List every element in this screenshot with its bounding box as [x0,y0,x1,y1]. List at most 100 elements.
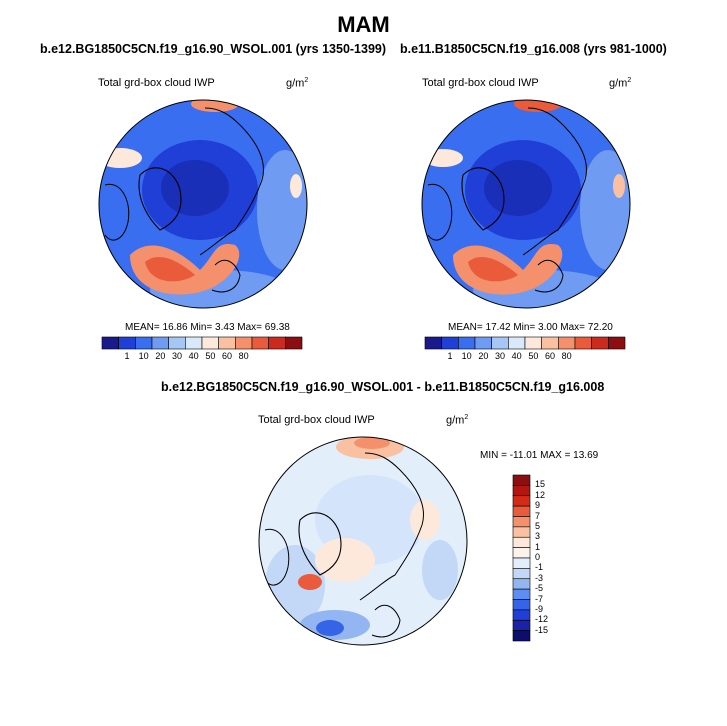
panel-1-colorbar-tick-label: 20 [155,351,166,361]
panel-1-map-border [98,99,308,309]
panel-2-field-atlantic-core [468,257,518,282]
panel-1-field-low-center [142,140,258,240]
panel-3-colorbar-tick-label: 9 [535,500,541,511]
panel-2-colorbar-box [608,336,626,350]
panel-2-colorbar-tick-label: 60 [544,351,555,361]
panel-1-colorbar-box [185,336,203,350]
panel-3-field-pos-north [336,437,404,459]
panel-2-colorbar-tick-label: 40 [511,351,522,361]
panel-3-colorbar-box [512,485,531,497]
panel-3-land-eurasia [359,452,424,601]
panel-1-field-north-pos [191,100,239,112]
panel-3-colorbar-box [512,495,531,507]
panel-3-colorbar-ticks: 15 12 9 7 5 3 1 0 -1 -3 -5 -7 -9 -12 -15 [535,475,565,641]
panel-1-field-mid-east [257,150,307,270]
panel-1-colorbar-box [285,336,303,350]
panel-3-colorbar-box [512,578,531,590]
panel-1-colorbar-box [101,336,119,350]
panel-2-colorbar-box [574,336,592,350]
panel-1-field-west-pos [99,148,142,168]
panel-3-title: b.e12.BG1850C5CN.f19_g16.90_WSOL.001 - b… [161,380,605,394]
panel-1-field-atlantic-core [145,257,195,282]
panel-3-colorbar-tick-label: 0 [535,552,541,562]
panel-3-map-border [258,436,468,646]
panel-1-units: g/m2 [286,77,309,90]
panel-2-colorbar-tick-label: 10 [461,351,472,361]
panel-1-field-low-core [161,160,229,216]
panel-1-colorbar-box [268,336,286,350]
panel-3-colorbar-box [512,609,531,621]
panel-2-field-east-pos [613,174,625,198]
panel-3-field-slight-neg-center [315,475,425,565]
panel-2-colorbar-tick-label: 20 [478,351,489,361]
panel-2-land-eurasia [522,107,587,256]
panel-3-colorbar-box [512,599,531,611]
panel-3-colorbar-box [512,619,531,631]
panel-1-colorbar-tick-label: 1 [124,351,130,361]
panel-2-colorbar-box [474,336,492,350]
panel-3-land-americas [264,528,290,586]
panel-3-land-scandinavia [371,604,401,638]
panel-2-colorbar-tick-label: 50 [528,351,539,361]
panel-1-field-east-pos [290,174,302,198]
figure-title: MAM [337,12,390,37]
panel-2-map-border [421,99,631,309]
panel-3-field-neg-core [316,620,344,636]
panel-3-field-neg-east [422,540,458,600]
panel-3-colorbar-tick-label: -1 [535,562,544,573]
panel-2-land-americas [427,183,453,241]
panel-3-colorbar-box [512,526,531,538]
panel-2-colorbar-tick-label: 1 [447,351,453,361]
panel-3-variable-label: Total grd-box cloud IWP [258,414,375,426]
panel-2-land-scandinavia [534,259,564,293]
panel-3-colorbar-box [512,630,531,642]
panel-3-stats: MIN = -11.01 MAX = 13.69 [480,450,599,461]
panel-2-colorbar-box [441,336,459,350]
panel-2-field-low-center [465,140,581,240]
panel-2-field-west-pos [423,149,463,167]
panel-1-land-greenland [138,167,182,231]
panel-1-colorbar [101,336,303,350]
panel-3-field-pos-north-core [354,437,390,449]
panel-1-colorbar-tick-label: 30 [171,351,182,361]
panel-3-colorbar-tick-label: -15 [535,624,549,635]
panel-1-colorbar-box [118,336,136,350]
panel-1-land-americas [104,183,130,241]
panel-2-colorbar-box [508,336,526,350]
panel-3-colorbar [512,474,531,642]
panel-1-colorbar-box [251,336,269,350]
panel-1-stats: MEAN= 16.86 Min= 3.43 Max= 69.38 [125,322,290,333]
panel-3-colorbar-tick-label: 15 [535,479,546,490]
panel-1-colorbar-box [168,336,186,350]
panel-1-field-base [99,100,307,308]
panel-2-field-mid-south [473,270,613,308]
panel-2-colorbar-box [458,336,476,350]
panel-2-colorbar-box [541,336,559,350]
panel-2-stats: MEAN= 17.42 Min= 3.00 Max= 72.20 [448,322,613,333]
panel-3-colorbar-box [512,516,531,528]
panel-3-colorbar-tick-label: 3 [535,531,541,542]
panel-3-colorbar-box [512,536,531,548]
panel-1-colorbar-box [218,336,236,350]
panel-3-colorbar-tick-label: -5 [535,583,544,594]
panel-2-colorbar-box [558,336,576,350]
panel-2-colorbar-tick-label: 80 [561,351,572,361]
panel-1-variable-label: Total grd-box cloud IWP [98,77,215,89]
panel-2-title: b.e11.B1850C5CN.f19_g16.008 (yrs 981-100… [400,42,667,56]
panel-1-colorbar-box [151,336,169,350]
panel-2-units: g/m2 [609,77,632,90]
panel-1-colorbar-box [135,336,153,350]
panel-3-field-base [259,437,467,645]
panel-3-colorbar-tick-label: -7 [535,593,544,604]
panel-2-colorbar-box [491,336,509,350]
panel-3-colorbar-tick-label: 5 [535,520,541,531]
panel-1-colorbar-ticks: 1 10 20 30 40 50 60 80 [102,351,302,363]
panel-3-field-pos-east [410,500,440,540]
panel-2-field-north-pos [514,100,562,112]
panel-2-colorbar-box [524,336,542,350]
panel-3-colorbar-box [512,474,531,486]
panel-3-units: g/m2 [446,414,469,427]
panel-3-land-greenland [298,512,342,576]
